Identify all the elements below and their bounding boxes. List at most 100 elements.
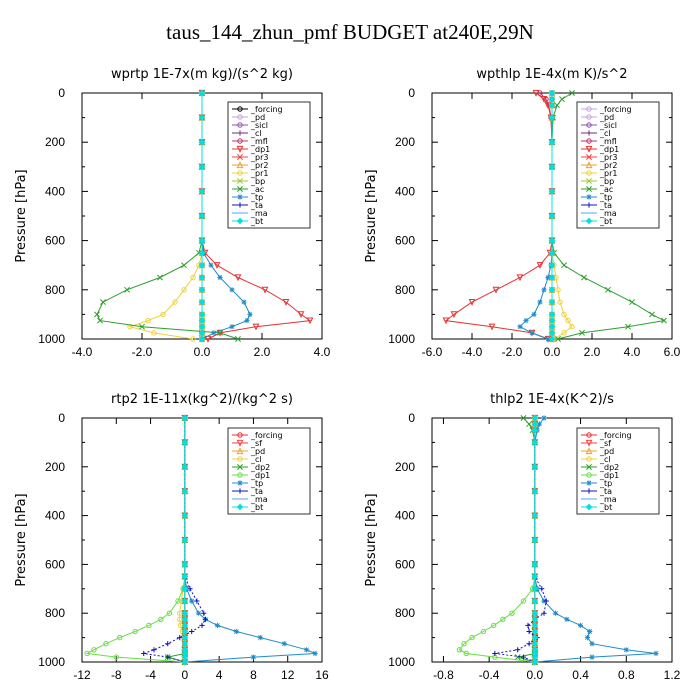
- legend-marker: [586, 432, 592, 438]
- data-point: [181, 463, 189, 471]
- x-tick-label: 0.0: [527, 668, 544, 682]
- legend-marker: [237, 106, 243, 112]
- legend-entry: _tp: [232, 193, 263, 202]
- chart-panel-3: rtp2 1E-11x(kg^2)/(kg^2 s) 0 200 400 600 800 1…: [14, 392, 329, 682]
- y-tick-label: 800: [45, 606, 65, 620]
- data-point: [303, 647, 310, 653]
- data-point: [531, 634, 539, 641]
- data-point: [198, 212, 206, 220]
- legend-entry: _cl: [232, 455, 262, 464]
- legend-marker: [585, 161, 593, 169]
- panel-title: wpthlp 1E-4x(m K)/s^2: [476, 67, 627, 82]
- legend-entry: _pr1: [581, 169, 617, 178]
- data-point: [565, 317, 571, 324]
- data-point: [198, 188, 206, 195]
- legend-entry: _dp1: [232, 471, 270, 480]
- data-point: [531, 311, 537, 317]
- data-point: [548, 298, 556, 306]
- data-point: [177, 635, 183, 641]
- legend-marker: [585, 503, 593, 511]
- x-tick-label: 6.0: [664, 345, 681, 359]
- data-point: [629, 299, 635, 306]
- data-point: [520, 598, 527, 604]
- data-point: [157, 274, 163, 281]
- legend-label: _dp1: [250, 471, 270, 480]
- data-point: [213, 262, 221, 269]
- data-point: [198, 249, 206, 257]
- y-tick-label: 800: [45, 283, 65, 297]
- y-tick-label: 600: [45, 234, 65, 248]
- data-point: [540, 96, 548, 103]
- series-ta: [492, 415, 549, 665]
- data-point: [181, 561, 189, 568]
- data-point: [181, 622, 189, 629]
- legend-label: _sicl: [599, 121, 617, 130]
- data-point: [545, 336, 551, 342]
- legend-marker: [237, 202, 243, 208]
- data-point: [589, 641, 595, 647]
- data-point: [517, 324, 523, 330]
- data-point: [536, 421, 543, 427]
- y-tick-label: 400: [395, 184, 415, 198]
- data-point: [531, 609, 539, 617]
- data-point: [584, 635, 591, 641]
- chart-panel-1: wprtp 1E-7x(m kg)/(s^2 kg) 0 200 400 600 800 1…: [14, 67, 331, 359]
- legend-label: _dp1: [599, 145, 619, 154]
- legend-marker: [585, 447, 593, 455]
- data-point: [509, 610, 515, 616]
- panel-title: rtp2 1E-11x(kg^2)/(kg^2 s): [111, 392, 293, 407]
- series-line: [494, 418, 547, 663]
- data-point: [306, 317, 314, 325]
- legend-label: _bt: [250, 217, 263, 226]
- data-point: [577, 622, 584, 628]
- data-point: [442, 317, 450, 325]
- data-point: [198, 163, 206, 171]
- legend-entry: _forcing: [232, 105, 283, 114]
- data-point: [132, 628, 138, 635]
- x-tick-label: 4: [216, 668, 223, 682]
- data-point: [531, 463, 539, 471]
- legend-label: _forcing: [250, 105, 283, 114]
- data-point: [491, 622, 497, 629]
- legend-entry: _cl: [232, 129, 262, 138]
- legend-marker: [236, 503, 244, 511]
- data-point: [531, 628, 539, 635]
- data-point: [198, 317, 206, 324]
- x-tick-label: -6.0: [422, 345, 443, 359]
- data-point: [541, 415, 547, 421]
- data-point: [94, 311, 100, 318]
- legend-marker: [586, 130, 592, 136]
- data-point: [526, 421, 533, 428]
- data-point: [181, 287, 187, 293]
- data-point: [190, 336, 196, 342]
- data-point: [537, 299, 543, 305]
- y-axis-label: Pressure [hPa]: [14, 169, 29, 262]
- x-tick-label: -12: [73, 668, 91, 682]
- y-tick-label: 1000: [38, 655, 65, 669]
- data-point: [531, 420, 539, 428]
- legend-entry: _ac: [581, 185, 613, 194]
- data-point: [198, 261, 206, 269]
- data-point: [181, 658, 189, 666]
- legend-entry: _sf: [232, 439, 262, 448]
- legend-entry: _tp: [581, 479, 612, 488]
- data-point: [201, 610, 207, 616]
- x-tick-label: -4.0: [462, 345, 483, 359]
- legend-entry: _pd: [232, 113, 265, 122]
- data-point: [198, 329, 206, 337]
- data-point: [124, 286, 130, 293]
- data-point: [526, 628, 532, 635]
- legend-label: _pr2: [250, 161, 268, 170]
- data-point: [456, 647, 463, 653]
- x-tick-label: 8: [250, 668, 257, 682]
- legend-marker: [237, 194, 243, 200]
- data-point: [548, 317, 556, 324]
- data-point: [548, 329, 556, 337]
- data-point: [84, 650, 90, 657]
- data-point: [181, 615, 189, 623]
- series-bt: [198, 89, 206, 343]
- legend-marker: [237, 488, 243, 494]
- legend: _forcing_sf_pd_cl_dp2_dp1_tp_ta_ma_bt: [227, 427, 311, 515]
- legend-entry: _pd: [581, 447, 614, 456]
- data-point: [531, 658, 539, 666]
